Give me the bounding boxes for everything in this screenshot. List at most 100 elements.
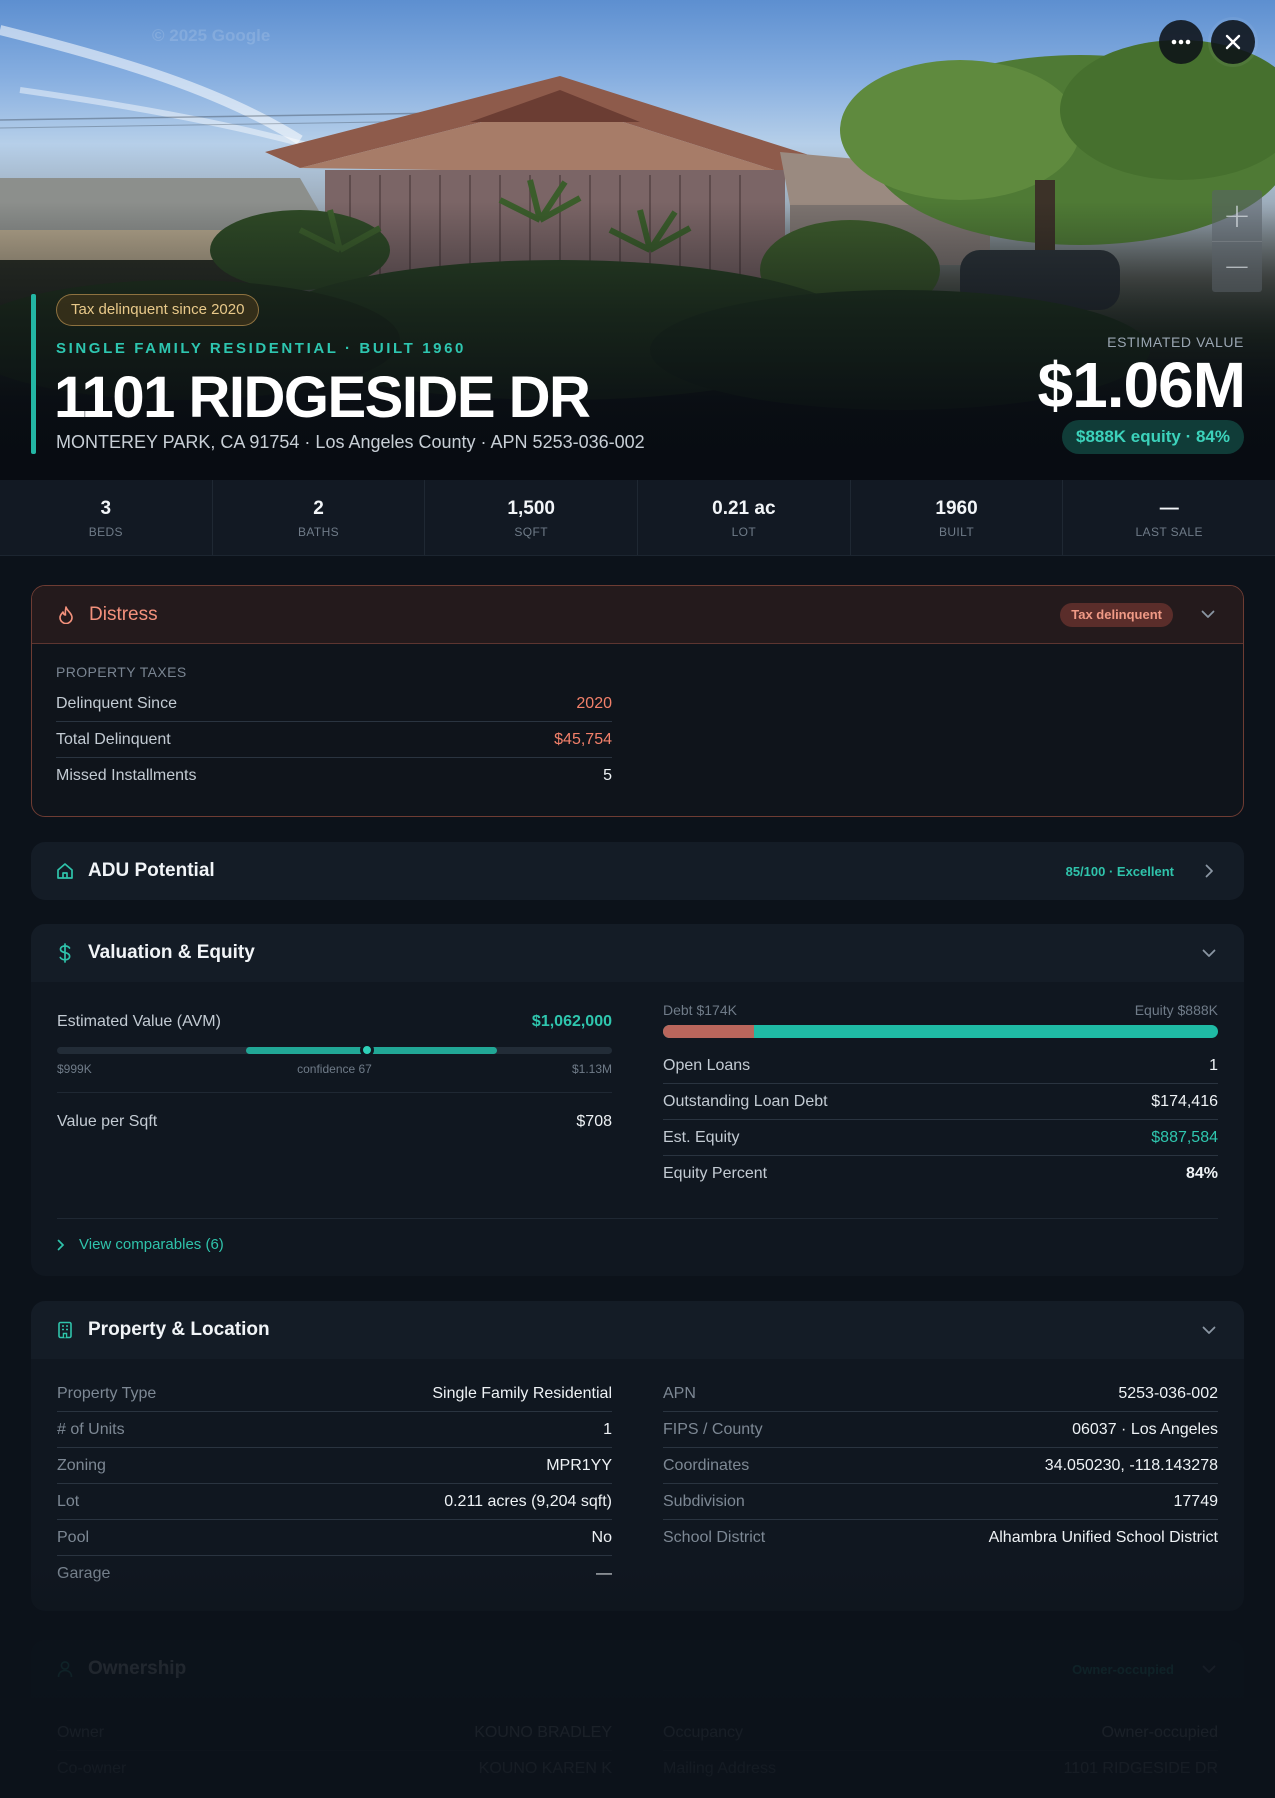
range-high-label: $1.13M (571, 1062, 612, 1076)
map-zoom-control: + − (1212, 190, 1262, 292)
adu-header[interactable]: ADU Potential 85/100 · Excellent (31, 842, 1244, 900)
avm-section: Estimated Value (AVM) $1,062,000 (57, 1002, 612, 1042)
stat-value: 3 (100, 498, 112, 519)
ownership-right-column: Occupancy Owner-occupied Mailing Address 1… (663, 1715, 1218, 1787)
equity-label: Equity $888K (1134, 1002, 1218, 1018)
property-left-column: Property Type Single Family Residential #… (57, 1376, 612, 1592)
kv-key: Est. Equity (663, 1128, 740, 1146)
adu-title: ADU Potential (88, 860, 215, 881)
adu-potential-card[interactable]: ADU Potential 85/100 · Excellent (31, 842, 1244, 900)
kv-value: 06037 · Los Angeles (1072, 1420, 1218, 1438)
kv-value: MPR1YY (546, 1456, 612, 1474)
zoom-out-button[interactable]: − (1212, 241, 1262, 292)
kv-value: 1 (603, 1420, 612, 1438)
estimated-value: $1.06M (1037, 349, 1246, 421)
close-button[interactable] (1211, 20, 1255, 64)
kv-row: Owner KOUNO BRADLEY (57, 1715, 612, 1751)
kv-key: Zoning (57, 1456, 106, 1474)
kv-row: Outstanding Loan Debt $174,416 (663, 1084, 1218, 1120)
valuation-equity-card: Valuation & Equity Estimated Value (AVM)… (31, 924, 1244, 1276)
kv-row: Lot 0.211 acres (9,204 sqft) (57, 1484, 612, 1520)
kv-value: 5253-036-002 (1118, 1384, 1218, 1402)
kv-key: Owner (57, 1723, 105, 1741)
user-icon (55, 1659, 75, 1679)
kv-key: School District (663, 1529, 766, 1546)
kv-value: KOUNO BRADLEY (474, 1723, 612, 1741)
kv-key: Total Delinquent (56, 730, 171, 748)
kv-row: Delinquent Since 2020 (56, 686, 612, 722)
stat-beds: 3 BEDS (0, 480, 213, 555)
stat-value: 2 (313, 498, 324, 519)
property-taxes-label: PROPERTY TAXES (56, 664, 187, 680)
kv-key: APN (663, 1384, 696, 1402)
kv-row: Value per Sqft $708 (57, 1104, 612, 1140)
chevron-down-icon[interactable] (1200, 1660, 1218, 1678)
equity-pill: $888K equity · 84% (1061, 420, 1244, 454)
distress-badge: Tax delinquent (1060, 602, 1173, 627)
loans-section: Open Loans 1 Outstanding Loan Debt $174,41… (663, 1048, 1218, 1192)
stat-label: SQFT (514, 525, 548, 539)
kv-key: Co-owner (57, 1760, 127, 1777)
kv-row: Missed Installments 5 (56, 758, 612, 794)
kv-value: Owner-occupied (1101, 1723, 1219, 1741)
more-options-button[interactable] (1159, 20, 1203, 64)
chevron-down-icon[interactable] (1199, 606, 1217, 624)
kv-row: # of Units 1 (57, 1412, 612, 1448)
chevron-down-icon[interactable] (1200, 944, 1218, 962)
stat-value: 0.21 ac (712, 498, 776, 519)
property-right-column: APN 5253-036-002 FIPS / County 06037 · Los… (663, 1376, 1218, 1556)
kv-row: Property Type Single Family Residential (57, 1376, 612, 1412)
kv-row: Co-owner KOUNO KAREN K (57, 1751, 612, 1787)
divider (57, 1218, 1218, 1219)
kv-value: 17749 (1173, 1492, 1219, 1510)
ownership-header[interactable]: Ownership Owner-occupied (31, 1640, 1244, 1698)
stat-built: 1960 BUILT (851, 480, 1064, 555)
stat-label: BUILT (938, 525, 975, 539)
value-per-sqft-section: Value per Sqft $708 (57, 1104, 612, 1140)
property-address: 1101 RIDGESIDE DR (54, 365, 591, 430)
street-view-hero: © 2025 Google + − Tax delinquent since 2… (0, 0, 1275, 480)
avm-label: Estimated Value (AVM) (57, 1013, 221, 1030)
ownership-badge: Owner-occupied (1072, 1661, 1174, 1677)
valuation-title: Valuation & Equity (88, 942, 255, 963)
kv-value: 0.211 acres (9,204 sqft) (444, 1492, 612, 1510)
kv-key: Pool (57, 1528, 90, 1546)
stat-value: — (1159, 498, 1179, 519)
kv-row: Zoning MPR1YY (57, 1448, 612, 1484)
stat-baths: 2 BATHS (213, 480, 426, 555)
estimated-value-label: ESTIMATED VALUE (1107, 334, 1244, 350)
accent-bar (31, 294, 36, 454)
stat-label: BATHS (297, 525, 340, 539)
kv-row: FIPS / County 06037 · Los Angeles (663, 1412, 1218, 1448)
stat-sqft: 1,500 SQFT (425, 480, 639, 555)
kv-key: Value per Sqft (57, 1113, 158, 1130)
kv-row: Occupancy Owner-occupied (663, 1715, 1218, 1751)
kv-key: Coordinates (663, 1456, 750, 1474)
kv-row: Estimated Value (AVM) $1,062,000 (57, 1002, 612, 1042)
debt-label: Debt $174K (663, 1002, 737, 1018)
kv-value: Alhambra Unified School District (988, 1529, 1218, 1546)
kv-value: KOUNO KAREN K (478, 1760, 612, 1777)
kv-row: School District Alhambra Unified School D… (663, 1520, 1218, 1556)
kv-row: Est. Equity $887,584 (663, 1120, 1218, 1156)
chevron-down-icon[interactable] (1200, 1321, 1218, 1339)
flame-icon (56, 605, 76, 625)
kv-row: Total Delinquent $45,754 (56, 722, 612, 758)
valuation-header[interactable]: Valuation & Equity (31, 924, 1244, 982)
kv-row: Equity Percent 84% (663, 1156, 1218, 1192)
distress-card: Distress Tax delinquent PROPERTY TAXES D… (31, 585, 1244, 817)
property-header[interactable]: Property & Location (31, 1301, 1244, 1359)
kv-key: Delinquent Since (56, 694, 177, 712)
range-low-label: $999K (57, 1062, 92, 1076)
kv-key: Occupancy (663, 1723, 744, 1741)
zoom-in-button[interactable]: + (1222, 195, 1252, 236)
stat-value: 1960 (935, 498, 978, 519)
confidence-label: confidence 67 (297, 1062, 372, 1076)
kv-key: Property Type (57, 1384, 157, 1402)
kv-row: Mailing Address 1101 RIDGESIDE DR (663, 1751, 1218, 1787)
view-comparables-link[interactable]: View comparables (6) (57, 1236, 224, 1253)
chevron-right-icon[interactable] (1200, 862, 1218, 880)
kv-key: Outstanding Loan Debt (663, 1092, 828, 1110)
distress-header[interactable]: Distress Tax delinquent (32, 586, 1243, 644)
